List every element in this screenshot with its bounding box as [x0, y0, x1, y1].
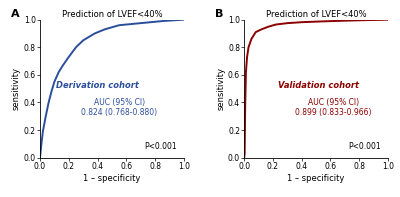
- Title: Prediction of LVEF<40%: Prediction of LVEF<40%: [62, 10, 162, 19]
- Text: Validation cohort: Validation cohort: [278, 81, 360, 90]
- Text: A: A: [11, 9, 20, 19]
- Y-axis label: sensitivity: sensitivity: [216, 67, 225, 110]
- Text: AUC (95% CI): AUC (95% CI): [94, 98, 145, 107]
- Text: Derivation cohort: Derivation cohort: [56, 81, 139, 90]
- Text: P<0.001: P<0.001: [348, 142, 381, 151]
- Text: 0.899 (0.833-0.966): 0.899 (0.833-0.966): [295, 108, 372, 117]
- Text: B: B: [216, 9, 224, 19]
- Text: P<0.001: P<0.001: [144, 142, 177, 151]
- X-axis label: 1 – specificity: 1 – specificity: [83, 174, 140, 183]
- Title: Prediction of LVEF<40%: Prediction of LVEF<40%: [266, 10, 366, 19]
- Y-axis label: sensitivity: sensitivity: [12, 67, 21, 110]
- Text: 0.824 (0.768-0.880): 0.824 (0.768-0.880): [81, 108, 157, 117]
- X-axis label: 1 – specificity: 1 – specificity: [288, 174, 345, 183]
- Text: AUC (95% CI): AUC (95% CI): [308, 98, 359, 107]
